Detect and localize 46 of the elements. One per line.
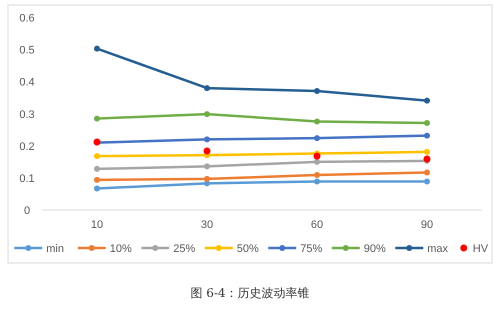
point [314, 178, 320, 184]
point [94, 176, 100, 183]
legend-label: 75% [300, 243, 322, 255]
point [314, 172, 320, 178]
point [204, 111, 210, 118]
y-tick-label: 0.4 [19, 76, 35, 89]
point [94, 46, 100, 52]
caption: 图 6-4：历史波动率锥 [190, 286, 310, 300]
point [424, 98, 430, 104]
point [94, 166, 100, 172]
y-tick-label: 0.3 [19, 108, 35, 121]
legend-label: 25% [173, 243, 196, 255]
legend-label: 90% [364, 243, 386, 255]
y-tick-label: 0.2 [19, 140, 35, 153]
x-tick-label: 10 [90, 219, 104, 231]
point [204, 136, 210, 142]
legend-label: min [46, 243, 64, 255]
y-tick-label: 0.5 [19, 44, 35, 57]
x-tick-label: 60 [310, 219, 324, 231]
legend-label: 10% [110, 243, 132, 255]
point [204, 147, 210, 154]
point [424, 169, 430, 176]
point [424, 120, 430, 126]
legend-label: max [427, 243, 449, 255]
point [94, 153, 100, 160]
point [204, 176, 210, 182]
legend-label: HV [472, 243, 489, 255]
point [94, 116, 100, 122]
point [314, 118, 320, 124]
x-tick-label: 30 [200, 219, 214, 231]
y-tick-label: 0.1 [19, 172, 35, 185]
point [314, 135, 320, 142]
point [94, 186, 100, 192]
point [424, 148, 430, 155]
legend-label: 50% [236, 243, 259, 255]
y-tick-label: 0.6 [19, 12, 35, 24]
point [424, 155, 430, 162]
x-tick-label: 90 [420, 219, 434, 231]
y-tick-label: 0 [24, 205, 30, 217]
point [314, 152, 320, 160]
point [314, 158, 320, 165]
point [204, 163, 210, 170]
point [424, 132, 430, 139]
point [204, 85, 210, 92]
point [424, 178, 430, 184]
point [314, 88, 320, 94]
